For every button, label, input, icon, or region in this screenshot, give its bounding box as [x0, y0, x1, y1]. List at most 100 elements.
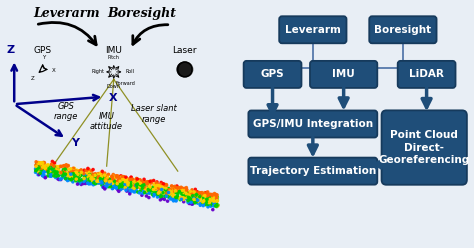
- Point: [33, 163, 41, 167]
- Point: [40, 170, 48, 174]
- Point: [77, 169, 85, 173]
- Point: [33, 168, 41, 172]
- Point: [72, 179, 80, 183]
- Point: [86, 173, 93, 177]
- Point: [82, 175, 89, 179]
- Point: [171, 197, 178, 201]
- Point: [133, 179, 141, 183]
- Point: [157, 181, 165, 185]
- Point: [159, 184, 166, 188]
- Point: [182, 195, 189, 199]
- Point: [100, 183, 108, 186]
- Point: [49, 163, 57, 167]
- Point: [50, 165, 57, 169]
- Point: [153, 184, 161, 187]
- Point: [64, 164, 72, 168]
- Point: [204, 205, 212, 209]
- Text: Trajectory Estimation: Trajectory Estimation: [250, 166, 376, 176]
- Point: [125, 185, 132, 189]
- Point: [177, 185, 185, 189]
- Point: [38, 165, 46, 169]
- Point: [132, 180, 139, 184]
- Point: [184, 195, 191, 199]
- Point: [155, 191, 162, 195]
- Point: [148, 186, 156, 190]
- Point: [95, 175, 103, 179]
- Point: [76, 173, 84, 177]
- Point: [191, 195, 199, 199]
- Point: [182, 186, 190, 190]
- Point: [127, 186, 134, 190]
- Point: [48, 164, 56, 168]
- Point: [34, 173, 42, 177]
- Point: [51, 167, 58, 171]
- Point: [33, 162, 40, 166]
- Point: [194, 197, 201, 201]
- Point: [213, 195, 221, 199]
- Point: [103, 175, 111, 179]
- Point: [146, 188, 154, 192]
- Point: [167, 188, 175, 192]
- Point: [73, 170, 81, 174]
- Point: [36, 171, 44, 175]
- Point: [130, 189, 138, 193]
- Point: [164, 193, 171, 197]
- Point: [131, 186, 138, 190]
- Point: [82, 176, 90, 180]
- Point: [142, 188, 150, 192]
- Point: [110, 178, 118, 182]
- Point: [77, 169, 84, 173]
- Point: [146, 185, 154, 189]
- Point: [91, 182, 99, 186]
- Point: [137, 189, 144, 193]
- Point: [189, 197, 196, 201]
- Point: [100, 180, 107, 184]
- Point: [182, 189, 189, 193]
- Point: [32, 167, 40, 171]
- Point: [125, 181, 132, 185]
- Point: [74, 177, 82, 181]
- Point: [48, 173, 56, 177]
- Point: [34, 161, 41, 165]
- Point: [170, 191, 177, 195]
- Point: [180, 196, 187, 200]
- Point: [74, 179, 82, 183]
- Point: [195, 190, 203, 194]
- Point: [111, 183, 118, 187]
- Point: [97, 176, 105, 180]
- Point: [123, 177, 131, 181]
- Point: [46, 169, 54, 173]
- Point: [213, 193, 221, 197]
- Point: [146, 187, 154, 191]
- Point: [191, 195, 198, 199]
- Point: [140, 189, 147, 193]
- Point: [203, 200, 211, 204]
- Point: [95, 180, 103, 184]
- Point: [152, 191, 159, 195]
- Point: [213, 199, 220, 203]
- Point: [80, 178, 87, 182]
- Point: [112, 186, 120, 190]
- Point: [32, 168, 40, 172]
- Point: [160, 182, 167, 186]
- Point: [102, 181, 109, 185]
- Point: [94, 179, 102, 183]
- Point: [118, 186, 125, 190]
- Point: [64, 173, 72, 177]
- Point: [51, 169, 58, 173]
- Point: [48, 167, 56, 171]
- Circle shape: [177, 62, 190, 76]
- Point: [33, 162, 41, 166]
- Point: [191, 191, 199, 195]
- Point: [115, 182, 122, 186]
- Point: [203, 191, 210, 195]
- Point: [178, 192, 185, 196]
- Point: [126, 190, 134, 194]
- Point: [108, 174, 116, 178]
- Point: [99, 169, 106, 173]
- Point: [164, 191, 172, 195]
- Point: [72, 171, 79, 175]
- Point: [205, 202, 212, 206]
- Point: [120, 185, 128, 188]
- Point: [158, 197, 166, 201]
